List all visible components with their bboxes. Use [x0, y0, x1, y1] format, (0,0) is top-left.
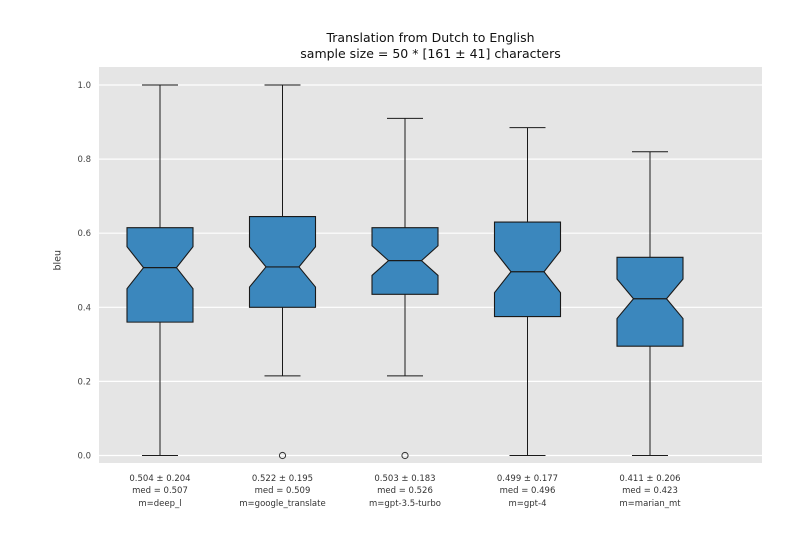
- y-tick-label: 0.4: [77, 303, 91, 313]
- y-tick-label: 0.0: [77, 452, 91, 462]
- y-tick-label: 0.6: [77, 229, 91, 239]
- box: [126, 227, 194, 323]
- box: [616, 256, 684, 347]
- chart-title-line2: sample size = 50 * [161 ± 41] characters: [300, 46, 561, 62]
- box: [493, 221, 562, 318]
- outlier-point: [401, 451, 409, 460]
- y-tick-label: 0.8: [77, 155, 91, 165]
- chart-title: Translation from Dutch to English sample…: [99, 30, 762, 63]
- y-tick-label: 0.2: [77, 377, 91, 387]
- box: [248, 215, 317, 308]
- y-tick-label: 1.0: [77, 81, 91, 91]
- chart-title-line1: Translation from Dutch to English: [326, 30, 535, 45]
- outlier-point: [278, 451, 287, 460]
